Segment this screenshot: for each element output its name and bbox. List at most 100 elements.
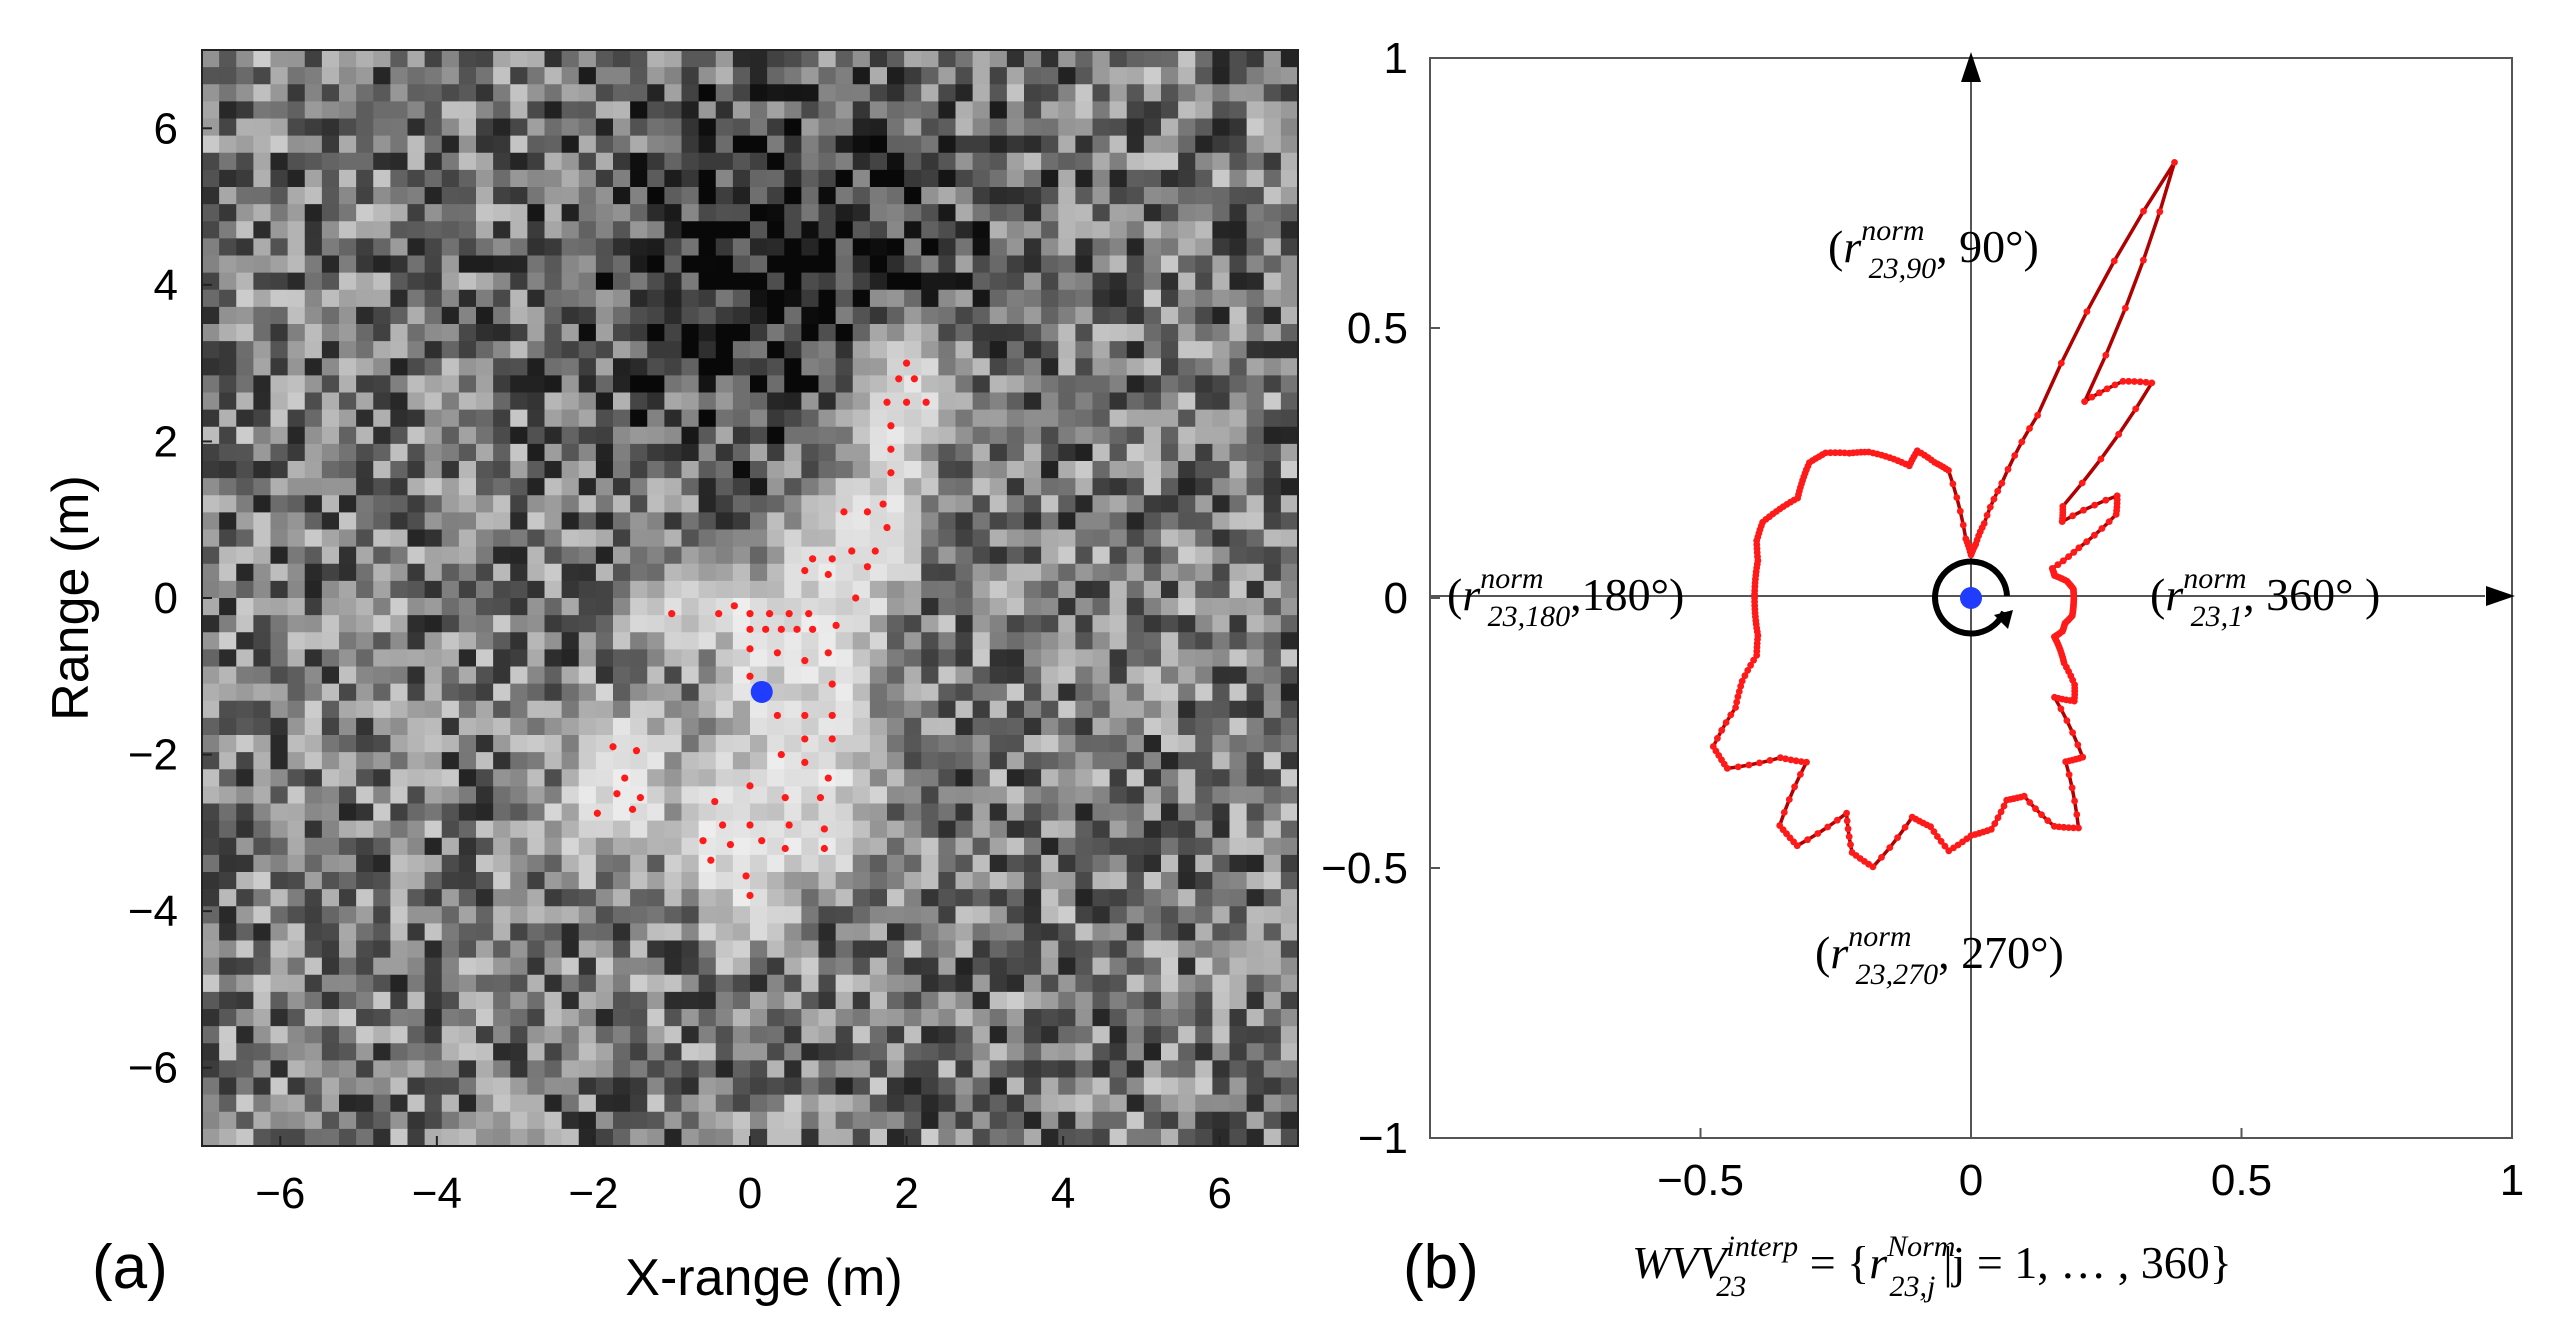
heatmap-cell (321, 118, 340, 137)
heatmap-cell (1109, 1111, 1128, 1130)
heatmap-cell (921, 443, 939, 462)
heatmap-cell (989, 615, 1008, 633)
heatmap-cell (972, 1128, 991, 1147)
heatmap-cell (852, 717, 871, 736)
heatmap-cell (801, 461, 820, 479)
heatmap-cell (647, 580, 665, 599)
heatmap-cell (1212, 67, 1231, 85)
heatmap-cell (1058, 820, 1076, 839)
heatmap-cell (1143, 1043, 1162, 1061)
heatmap-cell (767, 906, 785, 924)
detection-point (832, 621, 840, 630)
heatmap-cell (424, 255, 443, 274)
heatmap-cell (750, 529, 768, 548)
heatmap-cell (236, 598, 254, 616)
heatmap-cell (1024, 700, 1042, 719)
heatmap-cell (767, 443, 785, 462)
heatmap-cell (1263, 529, 1282, 548)
heatmap-cell (818, 940, 837, 959)
heatmap-cell (887, 872, 905, 890)
heatmap-cell (1024, 872, 1042, 890)
heatmap-cell (407, 478, 426, 496)
heatmap-cell (219, 820, 237, 839)
heatmap-cell (1263, 546, 1282, 565)
profile-point (2156, 208, 2164, 216)
heatmap-cell (373, 409, 391, 428)
heatmap-cell (1006, 872, 1025, 890)
heatmap-cell (732, 837, 751, 856)
detection-point (871, 547, 879, 555)
heatmap-cell (1143, 598, 1162, 616)
heatmap-cell (715, 974, 734, 993)
heatmap-cell (801, 717, 820, 736)
heatmap-cell (818, 341, 837, 359)
profile-point (1844, 825, 1852, 833)
heatmap-cell (441, 101, 460, 120)
heatmap-cell (287, 615, 306, 633)
heatmap-cell (767, 375, 785, 394)
heatmap-cell (595, 1026, 614, 1044)
heatmap-cell (647, 563, 665, 582)
heatmap-cell (1212, 563, 1231, 582)
heatmap-cell (869, 187, 888, 205)
heatmap-cell (852, 478, 871, 496)
y-tick-label: −6 (128, 1044, 178, 1093)
heatmap-cell (1246, 991, 1265, 1010)
heatmap-cell (1075, 872, 1094, 890)
heatmap-cell (1024, 769, 1042, 787)
heatmap-cell (1075, 957, 1094, 976)
detection-point (628, 805, 637, 813)
heatmap-cell (441, 1009, 460, 1027)
heatmap-cell (356, 991, 374, 1010)
heatmap-cell (441, 478, 460, 496)
heatmap-cell (904, 50, 922, 68)
heatmap-cell (270, 1094, 289, 1113)
heatmap-cell (1212, 84, 1231, 102)
heatmap-cell (955, 187, 974, 205)
detection-point (820, 825, 828, 833)
detection-point (816, 794, 825, 802)
heatmap-cell (544, 358, 563, 376)
heatmap-cell (1109, 84, 1128, 102)
heatmap-cell (1041, 84, 1059, 102)
heatmap-cell (630, 152, 648, 171)
heatmap-cell (304, 580, 323, 599)
heatmap-cell (253, 872, 272, 890)
heatmap-cell (270, 940, 289, 959)
heatmap-cell (236, 923, 254, 942)
heatmap-cell (390, 735, 409, 753)
heatmap-cell (972, 820, 991, 839)
heatmap-cell (955, 529, 974, 548)
heatmap-cell (1280, 598, 1299, 616)
heatmap-cell (1041, 187, 1059, 205)
heatmap-cell (1075, 1009, 1094, 1027)
heatmap-cell (458, 649, 477, 668)
profile-point (2069, 729, 2077, 736)
heatmap-cell (476, 358, 494, 376)
heatmap-cell (561, 358, 580, 376)
profile-point (1747, 661, 1754, 669)
heatmap-cell (1229, 461, 1248, 479)
heatmap-cell (219, 1094, 237, 1113)
heatmap-cell (458, 358, 477, 376)
heatmap-cell (835, 409, 854, 428)
heatmap-cell (750, 632, 768, 650)
heatmap-cell (630, 255, 648, 274)
profile-point (1956, 507, 1964, 515)
heatmap-cell (852, 700, 871, 719)
heatmap-cell (253, 889, 272, 907)
heatmap-cell (390, 1009, 409, 1027)
heatmap-cell (698, 683, 717, 702)
heatmap-cell (835, 67, 854, 85)
heatmap-cell (852, 272, 871, 291)
heatmap-cell (458, 957, 477, 976)
heatmap-cell (287, 580, 306, 599)
heatmap-cell (595, 957, 614, 976)
heatmap-cell (989, 169, 1008, 188)
heatmap-cell (852, 769, 871, 787)
heatmap-cell (750, 358, 768, 376)
heatmap-cell (767, 512, 785, 531)
heatmap-cell (1178, 426, 1196, 445)
heatmap-cell (852, 854, 871, 873)
heatmap-cell (304, 820, 323, 839)
